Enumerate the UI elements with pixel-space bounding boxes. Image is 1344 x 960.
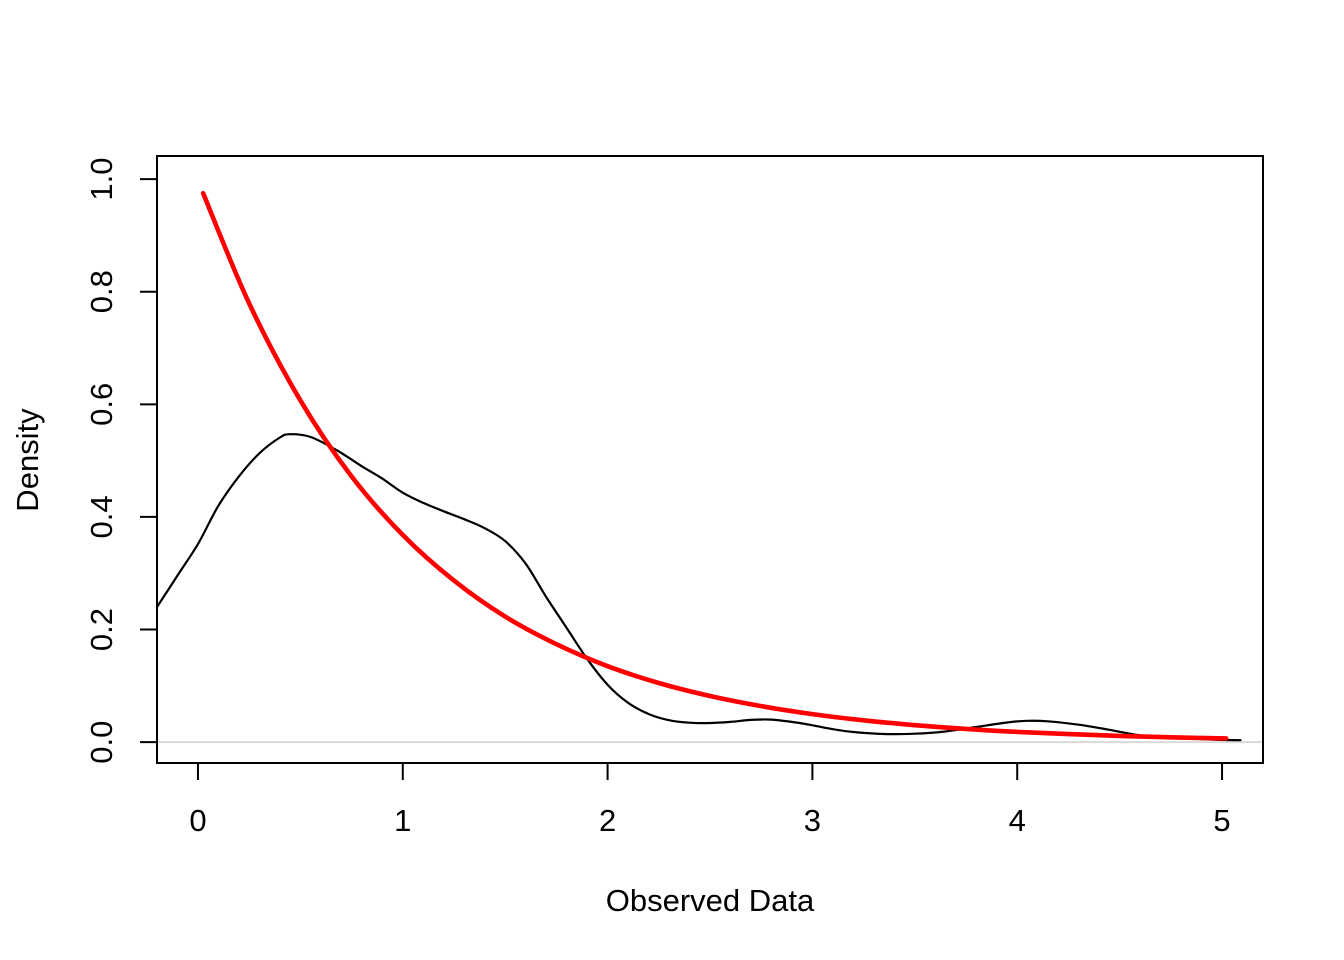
y-tick-label: 1.0 bbox=[84, 158, 119, 201]
y-tick-label: 0.4 bbox=[84, 495, 119, 538]
plot-border bbox=[156, 155, 1264, 764]
exponential-density-curve bbox=[200, 190, 1229, 741]
x-tick-label: 4 bbox=[1009, 803, 1026, 838]
observed-data-kernel-density bbox=[155, 433, 1242, 742]
x-tick-label: 2 bbox=[599, 803, 616, 838]
y-tick-label: 0.2 bbox=[84, 608, 119, 651]
x-axis-title: Observed Data bbox=[606, 883, 815, 918]
y-tick-label: 0.6 bbox=[84, 383, 119, 426]
y-tick-label: 0.0 bbox=[84, 721, 119, 764]
plot-box bbox=[156, 155, 1264, 764]
axis-tick-labels: 0 1 2 3 4 5 0.0 0.2 0.4 0.6 0.8 1.0 bbox=[84, 158, 1231, 838]
x-tick-label: 1 bbox=[394, 803, 411, 838]
data-curves bbox=[155, 190, 1242, 742]
y-tick-label: 0.8 bbox=[84, 270, 119, 313]
x-tick-label: 3 bbox=[804, 803, 821, 838]
axis-ticks bbox=[140, 178, 1224, 780]
x-tick-label: 5 bbox=[1213, 803, 1230, 838]
y-axis-title: Density bbox=[10, 408, 45, 512]
x-tick-label: 0 bbox=[189, 803, 206, 838]
